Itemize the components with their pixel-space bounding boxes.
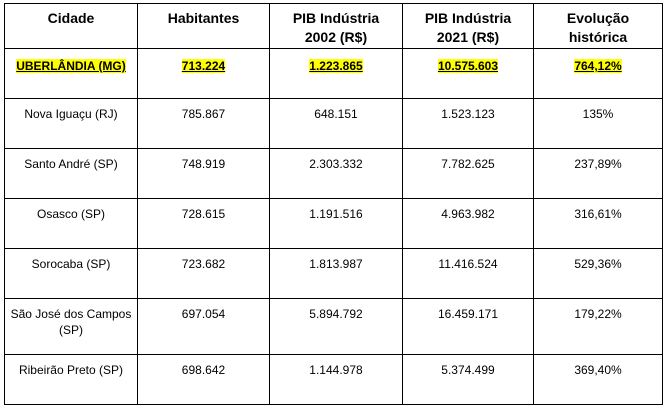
cell-city: Ribeirão Preto (SP)	[4, 354, 138, 405]
cell-gdp-2002: 1.223.865	[269, 48, 403, 99]
cell-evolution: 237,89%	[533, 148, 663, 199]
cell-gdp-2002: 1.144.978	[269, 354, 403, 405]
cell-gdp-2002: 2.303.332	[269, 148, 403, 199]
cell-population: 728.615	[137, 198, 270, 249]
cell-evolution: 764,12%	[533, 48, 663, 99]
cell-city: São José dos Campos (SP)	[4, 298, 138, 355]
header-evolution: Evolução histórica	[533, 3, 663, 49]
header-row: Cidade Habitantes PIB Indústria 2002 (R$)…	[4, 3, 663, 49]
cell-gdp-2002: 1.813.987	[269, 248, 403, 299]
table-row: Osasco (SP) 728.615 1.191.516 4.963.982 …	[4, 198, 663, 249]
cell-evolution: 135%	[533, 98, 663, 149]
cell-population: 697.054	[137, 298, 270, 355]
cell-gdp-2021: 1.523.123	[402, 98, 534, 149]
cell-population: 785.867	[137, 98, 270, 149]
cell-gdp-2002: 5.894.792	[269, 298, 403, 355]
header-city: Cidade	[4, 3, 138, 49]
table-row: Ribeirão Preto (SP) 698.642 1.144.978 5.…	[4, 354, 663, 405]
cell-gdp-2002: 1.191.516	[269, 198, 403, 249]
cell-city: Sorocaba (SP)	[4, 248, 138, 299]
cell-gdp-2021: 16.459.171	[402, 298, 534, 355]
header-population: Habitantes	[137, 3, 270, 49]
cell-population: 698.642	[137, 354, 270, 405]
header-gdp-2002: PIB Indústria 2002 (R$)	[269, 3, 403, 49]
cell-population: 723.682	[137, 248, 270, 299]
table-row-highlighted: UBERLÂNDIA (MG) 713.224 1.223.865 10.575…	[4, 48, 663, 99]
cell-population: 713.224	[137, 48, 270, 99]
header-gdp-2021: PIB Indústria 2021 (R$)	[402, 3, 534, 49]
cell-gdp-2002: 648.151	[269, 98, 403, 149]
cell-gdp-2021: 7.782.625	[402, 148, 534, 199]
table-row: São José dos Campos (SP) 697.054 5.894.7…	[4, 298, 663, 355]
cell-city: Santo André (SP)	[4, 148, 138, 199]
cell-city: Osasco (SP)	[4, 198, 138, 249]
cell-population: 748.919	[137, 148, 270, 199]
cell-gdp-2021: 10.575.603	[402, 48, 534, 99]
cell-evolution: 179,22%	[533, 298, 663, 355]
table-row: Nova Iguaçu (RJ) 785.867 648.151 1.523.1…	[4, 98, 663, 149]
table-row: Sorocaba (SP) 723.682 1.813.987 11.416.5…	[4, 248, 663, 299]
cell-gdp-2021: 4.963.982	[402, 198, 534, 249]
table-row: Santo André (SP) 748.919 2.303.332 7.782…	[4, 148, 663, 199]
cell-gdp-2021: 11.416.524	[402, 248, 534, 299]
cell-gdp-2021: 5.374.499	[402, 354, 534, 405]
cell-evolution: 316,61%	[533, 198, 663, 249]
cell-evolution: 529,36%	[533, 248, 663, 299]
cell-city: UBERLÂNDIA (MG)	[4, 48, 138, 99]
cell-evolution: 369,40%	[533, 354, 663, 405]
cell-city: Nova Iguaçu (RJ)	[4, 98, 138, 149]
city-gdp-table: Cidade Habitantes PIB Indústria 2002 (R$)…	[4, 3, 663, 405]
